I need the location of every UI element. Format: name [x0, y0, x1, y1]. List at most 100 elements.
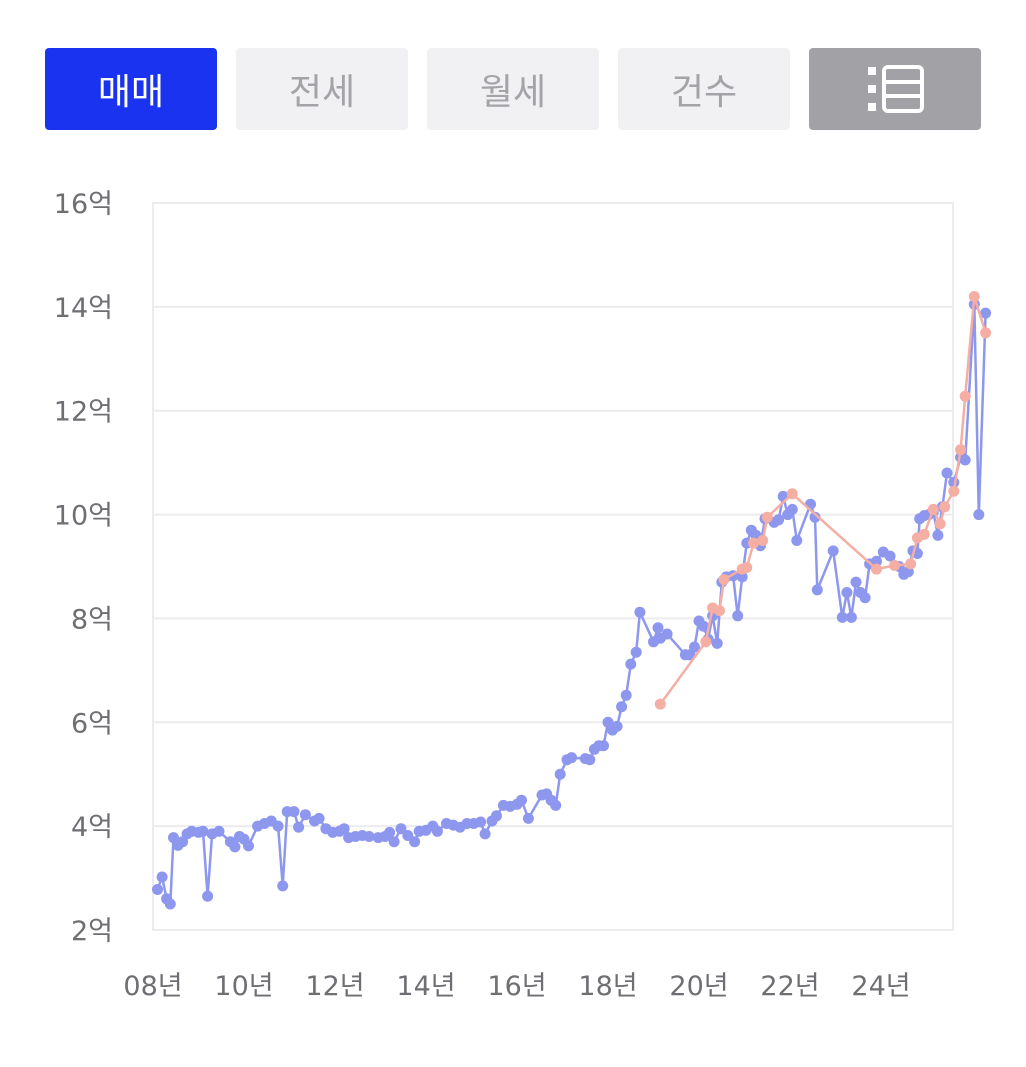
data-point[interactable] [313, 812, 325, 824]
data-point[interactable] [918, 528, 930, 540]
y-axis: 2억 4억 6억 8억 10억 12억 14억 16억 [54, 189, 113, 947]
x-tick-label: 12년 [305, 971, 364, 1002]
data-point[interactable] [934, 518, 946, 530]
data-point[interactable] [841, 587, 853, 598]
data-point[interactable] [229, 841, 241, 853]
data-point[interactable] [736, 571, 748, 583]
data-point[interactable] [277, 880, 289, 892]
data-point[interactable] [395, 823, 407, 835]
data-point[interactable] [718, 574, 730, 585]
data-point[interactable] [700, 636, 712, 648]
data-point[interactable] [939, 501, 951, 513]
data-point[interactable] [554, 768, 566, 780]
data-point[interactable] [884, 550, 896, 562]
data-point[interactable] [243, 840, 254, 852]
data-point[interactable] [850, 576, 862, 588]
data-point[interactable] [980, 307, 992, 319]
data-point[interactable] [811, 584, 823, 596]
tab-count[interactable]: 건수 [618, 48, 790, 130]
data-point[interactable] [299, 809, 311, 821]
data-point[interactable] [689, 641, 700, 653]
data-point[interactable] [634, 606, 646, 618]
plot-frame [152, 202, 954, 931]
data-point[interactable] [905, 558, 917, 570]
data-point[interactable] [836, 611, 848, 623]
data-point[interactable] [620, 689, 632, 701]
data-point[interactable] [748, 537, 760, 549]
data-point[interactable] [941, 467, 953, 479]
data-point[interactable] [791, 535, 803, 546]
data-point[interactable] [732, 610, 744, 622]
x-tick-label: 20년 [669, 971, 728, 1002]
data-point[interactable] [598, 740, 609, 752]
tab-sale[interactable]: 매매 [45, 48, 217, 130]
data-point[interactable] [384, 826, 396, 838]
data-point[interactable] [757, 535, 769, 546]
data-point[interactable] [152, 884, 163, 895]
data-point[interactable] [479, 828, 491, 840]
x-tick-label: 22년 [760, 971, 819, 1002]
data-point[interactable] [652, 622, 664, 634]
data-point[interactable] [871, 563, 882, 575]
data-point[interactable] [845, 611, 857, 623]
list-view-button[interactable] [809, 48, 981, 130]
data-point[interactable] [973, 509, 985, 521]
data-point[interactable] [630, 646, 642, 658]
data-point[interactable] [980, 327, 992, 339]
data-point[interactable] [611, 720, 623, 732]
data-point[interactable] [955, 444, 967, 456]
data-point[interactable] [288, 806, 300, 818]
data-point[interactable] [164, 898, 176, 910]
data-point[interactable] [409, 836, 421, 848]
data-point[interactable] [388, 836, 400, 848]
data-point[interactable] [761, 511, 773, 523]
data-point[interactable] [773, 514, 785, 526]
data-point[interactable] [859, 592, 871, 604]
data-point[interactable] [661, 628, 673, 640]
tab-monthly-rent[interactable]: 월세 [427, 48, 599, 130]
data-point[interactable] [550, 799, 562, 811]
data-point[interactable] [202, 890, 214, 902]
data-point[interactable] [584, 754, 596, 766]
series-line [156, 303, 987, 906]
data-point[interactable] [197, 825, 209, 837]
data-point[interactable] [522, 812, 534, 824]
x-axis: 08년 10년 12년 14년 16년 18년 20년 22년 24년 [123, 971, 910, 1002]
data-point[interactable] [968, 291, 980, 302]
data-point[interactable] [959, 454, 971, 466]
data-point[interactable] [625, 658, 637, 670]
data-point[interactable] [889, 560, 901, 571]
x-tick-label: 18년 [578, 971, 637, 1002]
tab-jeonse[interactable]: 전세 [236, 48, 408, 130]
data-point[interactable] [827, 545, 839, 557]
data-point[interactable] [932, 529, 944, 541]
data-point[interactable] [809, 511, 821, 523]
data-point[interactable] [871, 555, 882, 567]
data-point[interactable] [698, 620, 709, 632]
series-1 [654, 291, 992, 710]
data-point[interactable] [654, 698, 666, 710]
data-point[interactable] [741, 562, 753, 573]
data-point[interactable] [786, 503, 798, 515]
data-point[interactable] [272, 820, 284, 832]
data-point[interactable] [714, 605, 725, 617]
data-point[interactable] [711, 637, 723, 649]
data-point[interactable] [475, 816, 487, 828]
data-point[interactable] [213, 825, 225, 837]
x-tick-label: 10년 [214, 971, 273, 1002]
data-point[interactable] [516, 794, 527, 806]
data-point[interactable] [948, 485, 960, 497]
data-point[interactable] [431, 825, 443, 837]
data-point[interactable] [786, 488, 798, 500]
data-point[interactable] [927, 503, 939, 515]
data-point[interactable] [959, 390, 971, 402]
data-point[interactable] [363, 831, 375, 842]
data-point[interactable] [616, 701, 628, 713]
x-tick-label: 08년 [123, 971, 182, 1002]
data-point[interactable] [156, 871, 168, 883]
data-point[interactable] [338, 823, 350, 835]
data-point[interactable] [566, 752, 578, 764]
data-point[interactable] [293, 821, 305, 833]
data-point[interactable] [491, 810, 502, 822]
